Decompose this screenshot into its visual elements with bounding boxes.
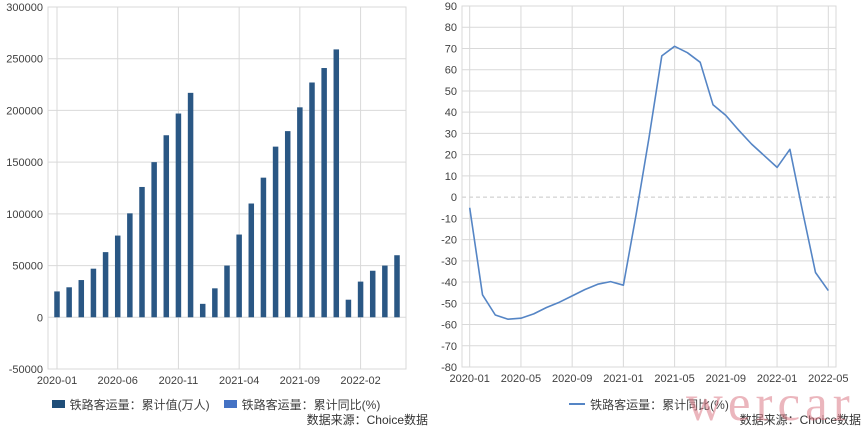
y-tick-label: -40 <box>441 277 457 289</box>
bar <box>54 291 60 318</box>
x-tick-label: 2020-01 <box>37 375 77 387</box>
bar-chart-svg: -50000 0 50000 100000 150000 200000 250000 3000… <box>6 2 407 387</box>
legend-item: 铁路客运量：累计值(万人) <box>51 396 210 413</box>
x-tick-label: 2022-01 <box>757 373 797 385</box>
y-tick-label: -70 <box>441 341 457 353</box>
x-tick-label: 2021-05 <box>654 373 694 385</box>
bar <box>66 287 72 318</box>
x-tick-label: 2020-11 <box>159 375 199 387</box>
cumulative-yoy-chart-panel: -80 -70 -60 -50 -40 -30 -20 -10 0 10 20 30 40 50 60 70 8… <box>433 0 865 432</box>
legend-line-marker-icon <box>569 403 586 405</box>
x-tick-label: 2022-02 <box>340 375 380 387</box>
y-tick-label: 250000 <box>6 54 43 66</box>
y-tick-label: 150000 <box>6 157 43 169</box>
bar <box>102 252 109 318</box>
x-tick-label: 2022-05 <box>808 373 848 385</box>
y-tick-label: 100000 <box>6 209 43 221</box>
bar <box>382 265 388 318</box>
y-tick-label: 0 <box>37 312 43 324</box>
legend-square-marker-icon <box>51 400 65 408</box>
y-tick-label: -30 <box>441 256 457 268</box>
plot-border <box>47 6 407 370</box>
y-tick-label: -50000 <box>9 364 43 376</box>
legend-square-marker-icon <box>223 400 237 408</box>
bar <box>127 213 133 318</box>
y-tick-label: -80 <box>441 362 457 374</box>
x-tick-label: 2021-09 <box>706 373 746 385</box>
y-tick-label: -20 <box>441 235 457 247</box>
x-tick-label: 2021-04 <box>219 375 259 387</box>
bar <box>345 299 352 318</box>
x-tick-label: 2020-09 <box>552 373 592 385</box>
line-chart-legend: 铁路客运量：累计同比(%) <box>433 396 865 412</box>
bar <box>175 113 182 318</box>
trend-line <box>468 45 829 321</box>
x-tick-label: 2021-01 <box>603 373 643 385</box>
bar <box>333 49 340 318</box>
y-tick-label: 0 <box>451 192 457 204</box>
y-tick-label: 70 <box>445 43 457 55</box>
data-source-left: 数据来源：Choice数据 <box>306 413 428 427</box>
bar <box>78 280 85 318</box>
y-tick-label: 300000 <box>6 2 43 14</box>
x-tick-label: 2020-06 <box>98 375 138 387</box>
bar <box>260 177 267 318</box>
bar <box>297 107 303 318</box>
legend-item: 铁路客运量：累计同比(%) <box>569 396 729 413</box>
y-tick-label: -50 <box>441 298 457 310</box>
y-tick-label: 90 <box>445 1 457 13</box>
y-tick-label: 80 <box>445 22 457 34</box>
y-tick-label: 50000 <box>12 261 43 273</box>
bar <box>248 203 255 318</box>
cumulative-value-chart-panel: -50000 0 50000 100000 150000 200000 250000 3000… <box>0 0 432 432</box>
y-tick-label: -60 <box>441 320 457 332</box>
bar <box>187 92 194 318</box>
line-chart-svg: -80 -70 -60 -50 -40 -30 -20 -10 0 10 20 30 40 50 60 70 8… <box>441 1 848 385</box>
legend-label: 铁路客运量：累计值(万人) <box>69 397 210 412</box>
y-tick-label: 20 <box>445 150 457 162</box>
legend-label: 铁路客运量：累计同比(%) <box>590 397 729 412</box>
x-tick-label: 2020-01 <box>450 373 490 385</box>
bar <box>394 255 400 318</box>
bar <box>357 281 364 318</box>
y-tick-label: 50 <box>445 86 457 98</box>
bar <box>114 235 121 318</box>
y-tick-label: 200000 <box>6 105 43 117</box>
y-tick-label: -10 <box>441 213 457 225</box>
x-tick-label: 2021-09 <box>280 375 320 387</box>
bar <box>369 270 376 318</box>
bar <box>321 68 327 318</box>
bar <box>199 303 206 318</box>
bar <box>272 146 279 318</box>
bar <box>224 265 230 318</box>
legend-item: 铁路客运量：累计同比(%) <box>223 396 381 413</box>
bar <box>163 135 170 318</box>
y-tick-label: 10 <box>445 171 457 183</box>
y-tick-label: 60 <box>445 65 457 77</box>
y-tick-label: 30 <box>445 128 457 140</box>
plot-border <box>461 5 837 368</box>
x-tick-label: 2020-05 <box>501 373 541 385</box>
legend-label: 铁路客运量：累计同比(%) <box>241 397 381 412</box>
bar-chart-legend: 铁路客运量：累计值(万人) 铁路客运量：累计同比(%) <box>0 396 432 412</box>
bar <box>236 234 242 318</box>
bar <box>139 186 145 318</box>
bar <box>309 82 315 318</box>
bar <box>90 268 97 318</box>
y-tick-label: 40 <box>445 107 457 119</box>
bar <box>151 162 157 318</box>
bar <box>284 131 291 318</box>
data-source-right: 数据来源：Choice数据 <box>739 413 861 427</box>
bar <box>212 288 218 318</box>
